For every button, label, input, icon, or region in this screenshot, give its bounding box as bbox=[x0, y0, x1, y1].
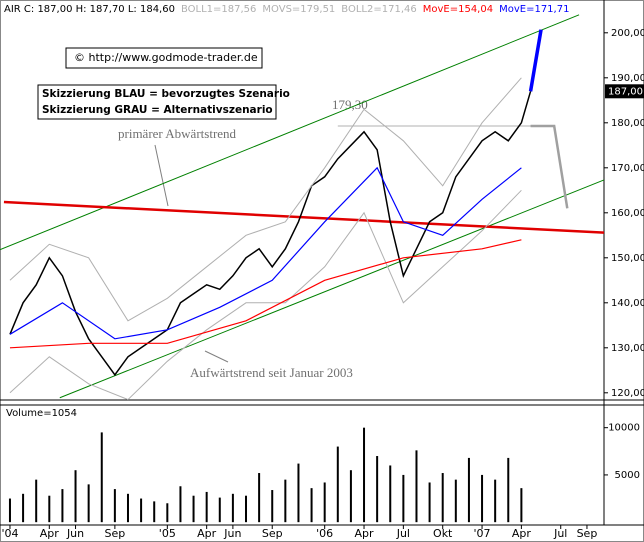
annotation: Aufwärtstrend seit Januar 2003 bbox=[190, 365, 353, 380]
trend-line bbox=[0, 14, 580, 251]
y-tick-label: 180,00 bbox=[611, 118, 644, 129]
volume-bar bbox=[376, 456, 379, 523]
header-item: BOLL2=171,46 bbox=[341, 4, 416, 15]
header-item: MovE=171,71 bbox=[499, 4, 569, 15]
y-tick-label: 10000 bbox=[608, 423, 640, 434]
volume-bar bbox=[61, 489, 64, 523]
volume-bar bbox=[87, 484, 90, 523]
volume-bar bbox=[140, 498, 143, 523]
x-tick-label: '05 bbox=[159, 527, 176, 540]
volume-bar bbox=[415, 450, 418, 523]
volume-bar bbox=[467, 457, 470, 523]
x-tick-label: '06 bbox=[316, 527, 333, 540]
volume-bar bbox=[507, 457, 510, 523]
volume-bar bbox=[441, 473, 444, 523]
y-tick-label: 190,00 bbox=[611, 73, 644, 84]
notes-box bbox=[37, 84, 277, 120]
volume-bar bbox=[35, 479, 38, 523]
volume-bar bbox=[284, 479, 287, 523]
x-tick-label: '07 bbox=[474, 527, 491, 540]
x-tick-label: Apr bbox=[197, 527, 217, 540]
volume-bar bbox=[205, 491, 208, 523]
volume-bar bbox=[363, 427, 366, 523]
x-tick-label: Jun bbox=[66, 527, 84, 540]
x-tick-label: Apr bbox=[355, 527, 375, 540]
volume-bar bbox=[126, 493, 129, 523]
y-tick-label: 140,00 bbox=[611, 298, 644, 309]
volume-bar bbox=[245, 495, 248, 523]
x-tick-label: Apr bbox=[40, 527, 60, 540]
volume-bar bbox=[402, 474, 405, 523]
copyright-box bbox=[65, 47, 263, 69]
header-item: BOLL1=187,56 bbox=[181, 4, 256, 15]
volume-bar bbox=[179, 486, 182, 523]
x-tick-label: Sep bbox=[262, 527, 283, 540]
volume-bar bbox=[494, 479, 497, 523]
price-line bbox=[9, 239, 522, 349]
x-tick-label: Okt bbox=[433, 527, 453, 540]
volume-bar bbox=[22, 493, 25, 523]
annotation: primärer Abwärtstrend bbox=[118, 126, 237, 141]
volume-bar bbox=[192, 495, 195, 523]
trend-line bbox=[3, 200, 605, 234]
note: Skizzierung GRAU = Alternativszenario bbox=[42, 104, 273, 116]
y-tick-label: 170,00 bbox=[611, 163, 644, 174]
annotation: 179,30 bbox=[332, 97, 368, 112]
header-item: AIR C: 187,00 H: 187,70 L: 184,60 bbox=[4, 4, 175, 15]
y-tick-label: 5000 bbox=[615, 470, 640, 481]
volume-bar bbox=[323, 482, 326, 523]
x-tick-label: Jun bbox=[223, 527, 241, 540]
x-tick-label: Sep bbox=[105, 527, 126, 540]
volume-bar bbox=[8, 498, 11, 523]
volume-bar bbox=[100, 432, 103, 523]
volume-bar bbox=[74, 470, 77, 523]
y-tick-label: 130,00 bbox=[611, 343, 644, 354]
volume-bar bbox=[454, 479, 457, 523]
volume-label: Volume=1054 bbox=[6, 408, 77, 419]
volume-bar bbox=[310, 488, 313, 523]
trend-line bbox=[59, 179, 605, 399]
volume-bar bbox=[428, 482, 431, 523]
x-tick-label: Apr bbox=[512, 527, 532, 540]
y-tick-label: 160,00 bbox=[611, 208, 644, 219]
y-tick-label: 150,00 bbox=[611, 253, 644, 264]
last-price: 187,00 bbox=[608, 86, 643, 97]
x-tick-label: Sep bbox=[577, 527, 598, 540]
volume-bar bbox=[336, 446, 339, 523]
price-line bbox=[9, 166, 522, 340]
copyright: © http://www.godmode-trader.de bbox=[74, 51, 258, 64]
volume-bar bbox=[113, 489, 116, 523]
x-tick-label: '04 bbox=[1, 527, 18, 540]
volume-bar bbox=[481, 474, 484, 523]
price-line bbox=[9, 189, 522, 401]
last-price-box bbox=[605, 84, 644, 99]
header-item: MovE=154,04 bbox=[423, 4, 493, 15]
y-tick-label: 200,00 bbox=[611, 28, 644, 39]
x-tick-label: Jul bbox=[396, 527, 410, 540]
volume-bar bbox=[218, 497, 221, 523]
volume-bar bbox=[231, 493, 234, 523]
volume-bar bbox=[271, 490, 274, 523]
trend-line bbox=[528, 29, 543, 92]
price-line bbox=[9, 91, 532, 377]
y-tick-label: 120,00 bbox=[611, 388, 644, 399]
annotation-arrow bbox=[204, 350, 229, 363]
volume-bar bbox=[153, 501, 156, 523]
volume-bar bbox=[166, 503, 169, 523]
trend-line bbox=[530, 124, 569, 209]
volume-bar bbox=[258, 473, 261, 523]
volume-bar bbox=[520, 488, 523, 523]
annotation-arrow bbox=[154, 144, 169, 207]
volume-bar bbox=[349, 470, 352, 523]
volume-bar bbox=[389, 465, 392, 523]
price-line bbox=[9, 77, 522, 322]
x-tick-label: Jul bbox=[553, 527, 567, 540]
volume-bar bbox=[297, 463, 300, 523]
note: Skizzierung BLAU = bevorzugtes Szenario bbox=[42, 88, 290, 100]
header-item: MOVS=179,51 bbox=[262, 4, 335, 15]
volume-bar bbox=[48, 495, 51, 523]
